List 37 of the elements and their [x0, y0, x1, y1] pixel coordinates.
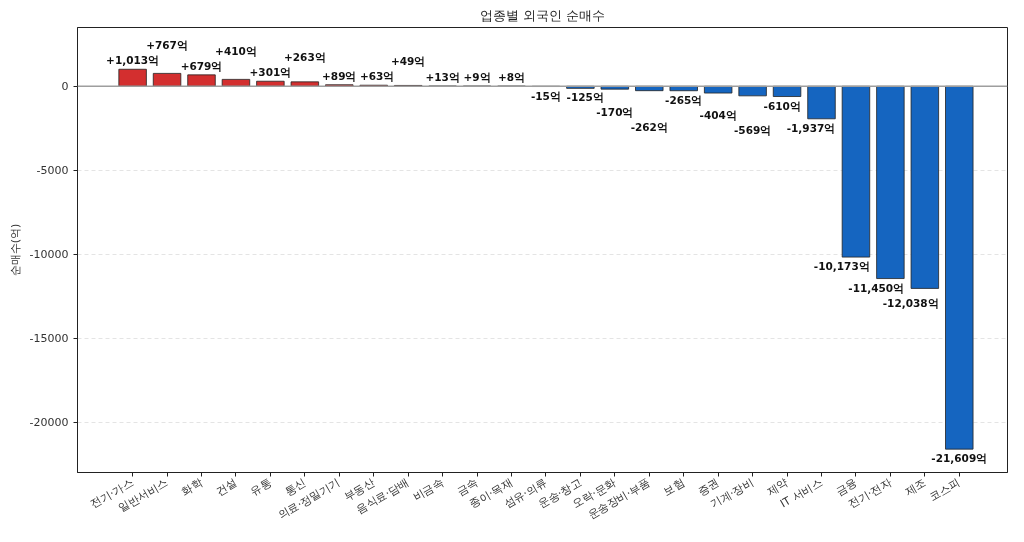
data-label: +679억: [180, 59, 223, 72]
x-tick-label: 제조: [902, 475, 929, 499]
x-tick-label: 화학: [179, 475, 205, 499]
chart-title: 업종별 외국인 순매수: [479, 7, 606, 23]
data-label: -12,038억: [882, 296, 939, 309]
y-tick-label: -5000: [36, 164, 69, 178]
data-label: -125억: [566, 91, 604, 104]
y-axis-title: 순매수(억): [8, 223, 22, 277]
data-label: +301억: [249, 66, 292, 79]
data-label: +9억: [463, 71, 491, 84]
data-label: +13억: [425, 71, 460, 84]
data-label: +8억: [497, 71, 526, 84]
x-tick-label: 보험: [661, 475, 687, 499]
data-label: -265억: [665, 93, 703, 106]
data-label: +767억: [146, 39, 188, 52]
data-label: +410억: [215, 44, 257, 57]
data-label: -21,609억: [931, 452, 988, 465]
data-label: -569억: [733, 123, 772, 136]
x-tick-label: 유통: [248, 475, 274, 499]
data-label: -404억: [699, 108, 737, 121]
data-label: +89억: [322, 69, 357, 82]
data-label: +49억: [390, 55, 426, 68]
data-label: -262억: [630, 121, 668, 134]
y-tick-label: 0: [61, 80, 69, 94]
data-label: +63억: [359, 70, 395, 83]
y-tick-label: -15000: [29, 332, 69, 346]
data-label: -610억: [763, 99, 801, 112]
y-tick-label: -20000: [29, 416, 69, 430]
data-label: -11,450억: [848, 281, 905, 294]
data-label: -1,937억: [786, 121, 836, 134]
y-tick-label: -10000: [29, 248, 69, 262]
data-label: +263억: [283, 51, 326, 64]
data-label: -170억: [596, 106, 634, 119]
data-label: -15억: [530, 89, 561, 102]
data-label: +1,013억: [106, 54, 160, 67]
data-label: -10,173억: [813, 260, 870, 273]
x-tick-label: 건설: [213, 475, 240, 499]
